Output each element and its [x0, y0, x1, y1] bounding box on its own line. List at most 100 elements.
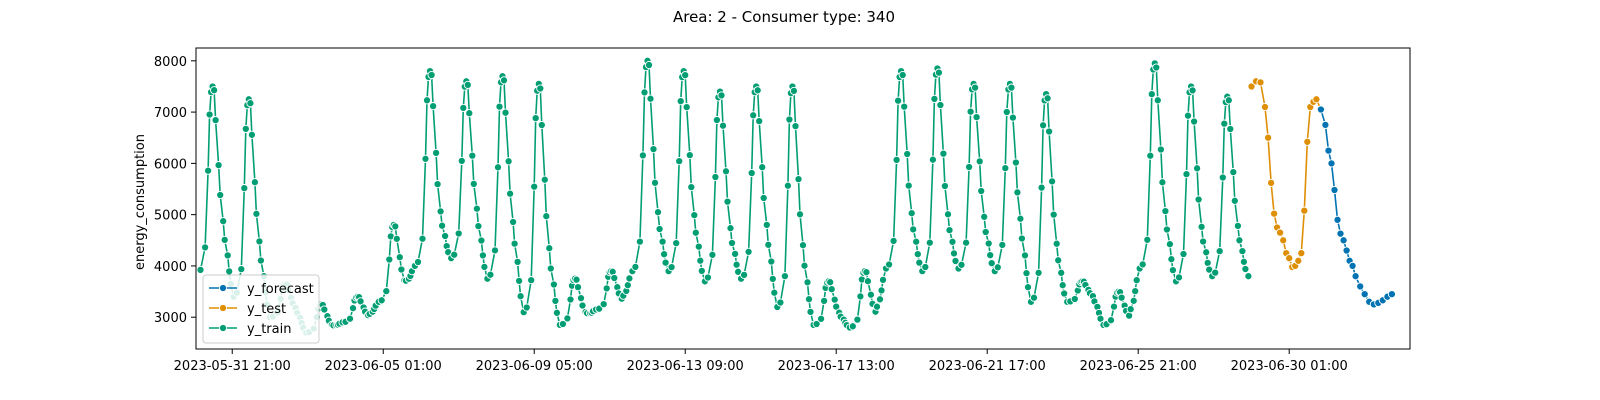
data-point — [1052, 239, 1061, 248]
data-point — [1048, 177, 1057, 186]
data-point — [395, 253, 404, 262]
data-point — [791, 122, 800, 131]
data-point — [909, 225, 918, 234]
data-point — [727, 238, 737, 248]
data-point — [789, 86, 798, 95]
data-point — [474, 222, 483, 231]
data-point — [949, 249, 959, 258]
data-point — [1011, 158, 1020, 167]
data-point — [530, 182, 539, 191]
y-axis-title: energy_consumption — [133, 134, 148, 270]
chart-title: Area: 2 - Consumer type: 340 — [673, 8, 895, 26]
data-point — [1270, 209, 1279, 218]
data-point — [866, 290, 875, 299]
data-point — [987, 259, 996, 268]
series-y-test — [1247, 77, 1325, 272]
data-point — [794, 175, 803, 184]
data-point — [241, 124, 250, 133]
data-point — [438, 221, 447, 230]
data-point — [542, 212, 551, 221]
data-point — [421, 154, 430, 163]
data-point — [892, 155, 901, 164]
data-point — [1336, 229, 1345, 238]
data-point — [758, 163, 767, 172]
data-point — [721, 167, 731, 176]
x-tick-label: 2023-06-25 21:00 — [1080, 359, 1197, 374]
axes-layer: 3000 4000 5000 6000 7000 8000 2023-05-31 21:00… — [154, 55, 1348, 374]
data-point — [1008, 113, 1017, 122]
data-point — [644, 60, 654, 70]
data-point — [1279, 236, 1288, 245]
data-point — [783, 181, 792, 190]
data-point — [486, 270, 495, 279]
data-point — [1260, 102, 1270, 112]
data-point — [1203, 258, 1212, 267]
data-point — [1070, 294, 1079, 304]
data-point — [205, 110, 214, 119]
data-point — [1143, 235, 1152, 244]
data-point — [640, 88, 649, 97]
data-point — [965, 162, 974, 172]
data-point — [1276, 228, 1285, 237]
data-point — [495, 102, 504, 111]
data-point — [667, 263, 676, 272]
data-point — [247, 130, 256, 139]
data-point — [898, 70, 907, 80]
data-point — [806, 307, 815, 316]
data-point — [1297, 249, 1306, 258]
data-point — [726, 224, 735, 233]
data-point — [515, 276, 524, 285]
data-point — [540, 175, 549, 184]
data-point — [685, 151, 694, 160]
data-point — [1239, 257, 1248, 266]
data-point — [681, 71, 690, 80]
data-point — [795, 210, 805, 219]
data-point — [635, 237, 644, 246]
data-point — [1188, 86, 1197, 95]
data-point — [708, 250, 717, 259]
data-point — [216, 190, 225, 200]
data-point — [1034, 268, 1043, 277]
data-point — [1037, 183, 1046, 192]
data-point — [1147, 90, 1156, 99]
data-point — [1020, 251, 1030, 260]
x-tick-label: 2023-06-17 13:00 — [778, 359, 895, 374]
data-point — [1215, 247, 1224, 256]
data-point — [527, 276, 536, 285]
data-point — [875, 295, 885, 304]
data-point — [913, 250, 922, 259]
data-point — [211, 116, 220, 125]
legend-box — [202, 274, 320, 344]
data-point — [718, 121, 728, 130]
data-point — [1226, 124, 1235, 134]
data-point — [1324, 146, 1333, 155]
data-point — [602, 284, 611, 293]
data-point — [441, 231, 450, 241]
data-point — [767, 257, 776, 266]
data-point — [812, 319, 821, 329]
data-point — [599, 300, 608, 309]
data-point — [993, 263, 1002, 272]
data-point — [817, 314, 826, 323]
data-point — [986, 251, 995, 260]
data-point — [889, 236, 898, 245]
data-point — [658, 237, 667, 246]
data-point — [1244, 272, 1253, 281]
data-point — [1158, 178, 1167, 187]
data-point — [429, 102, 438, 111]
data-point — [1054, 256, 1063, 265]
data-point — [522, 303, 531, 312]
data-point — [827, 285, 836, 294]
data-point — [980, 212, 989, 221]
data-point — [1321, 120, 1330, 129]
data-point — [463, 80, 472, 89]
data-point — [623, 281, 632, 290]
y-tick-label: 4000 — [154, 260, 187, 275]
data-point — [975, 157, 984, 166]
data-point — [877, 286, 886, 295]
data-point — [1330, 185, 1339, 195]
data-point — [1106, 316, 1116, 325]
data-point — [753, 86, 762, 95]
data-point — [1356, 282, 1365, 291]
